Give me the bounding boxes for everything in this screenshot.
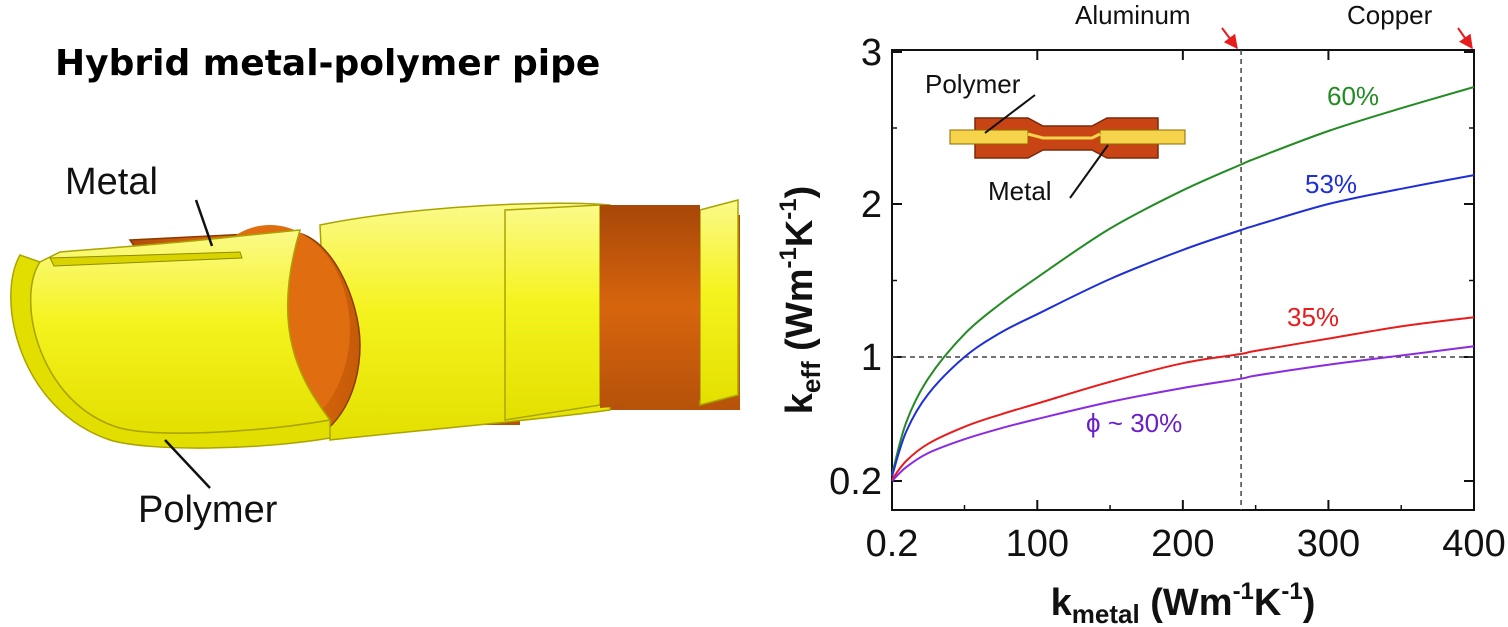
series-line-1: [891, 174, 1475, 477]
inset-label-polymer: Polymer: [925, 69, 1021, 99]
series-line-0: [891, 86, 1475, 476]
label-series-35: 35%: [1287, 302, 1339, 332]
x-tick-label-3: 300: [1297, 523, 1360, 565]
annotation-aluminum: Aluminum: [1075, 0, 1191, 30]
pipe-title: Hybrid metal-polymer pipe: [55, 43, 600, 84]
inset-polymer-thin: [1027, 132, 1101, 140]
aluminum-arrow: [1221, 27, 1238, 50]
label-polymer: Polymer: [138, 489, 278, 531]
chart: 0.2 100 200 300 400 0.2 1 2 3 60% 53% 35% ϕ ~ 3…: [775, 0, 1506, 627]
inset-joint-schematic: Polymer Metal: [925, 69, 1186, 206]
pipe-metal-segment-mid2: [600, 205, 700, 408]
y-axis-label-exp2: -1: [775, 198, 802, 219]
x-axis-label-close: ): [1303, 582, 1316, 624]
x-tick-label-4: 400: [1442, 523, 1505, 565]
x-tick-labels: 0.2 100 200 300 400: [866, 523, 1506, 565]
inset-label-metal: Metal: [988, 176, 1052, 206]
y-axis-label-exp1: -1: [775, 247, 802, 268]
y-tick-label-1: 1: [861, 337, 882, 379]
x-axis-label: kmetal (Wm-1K-1): [1051, 578, 1316, 627]
y-tick-label-0: 0.2: [829, 461, 882, 503]
x-axis-label-units: (Wm: [1140, 582, 1233, 624]
x-tick-label-2: 200: [1151, 523, 1214, 565]
x-tick-label-1: 100: [1006, 523, 1069, 565]
x-axis-label-sub: metal: [1072, 599, 1140, 627]
polymer-leader-line: [164, 439, 211, 489]
inset-polymer-leader: [984, 94, 1036, 134]
metal-leader-line: [194, 199, 214, 247]
label-series-53: 53%: [1305, 169, 1357, 199]
series-line-3: [891, 345, 1475, 482]
label-series-30: ϕ ~ 30%: [1086, 408, 1182, 438]
pipe-polymer-segment-mid2: [504, 204, 601, 421]
copper-arrow: [1457, 27, 1473, 50]
y-axis-label-close: ): [779, 186, 821, 199]
y-axis-label-mid: K: [779, 219, 821, 247]
x-axis-label-exp2: -1: [1281, 578, 1302, 605]
y-axis-label: keff (Wm-1K-1): [775, 186, 826, 415]
x-tick-label-0: 0.2: [866, 523, 919, 565]
annotation-copper: Copper: [1347, 0, 1433, 30]
label-metal: Metal: [65, 161, 158, 203]
inset-metal-leader: [1069, 144, 1109, 199]
x-axis-label-mid: K: [1254, 582, 1282, 624]
y-axis-label-units: (Wm: [779, 269, 821, 362]
label-series-60: 60%: [1327, 81, 1379, 111]
x-axis-label-main: k: [1051, 582, 1073, 624]
y-tick-labels: 0.2 1 2 3: [829, 32, 882, 503]
series-lines: [891, 86, 1475, 482]
inset-polymer-left: [949, 129, 1029, 145]
pipe-illustration: Hybrid metal-polymer pipe Metal Polymer: [10, 43, 740, 531]
pipe-polymer-segment-far: [699, 199, 739, 406]
pipe-polymer-lip: [49, 251, 243, 267]
series-line-2: [891, 316, 1475, 481]
y-tick-label-2: 2: [861, 184, 882, 226]
x-axis-label-exp1: -1: [1233, 578, 1254, 605]
pipe-polymer-shell: [29, 229, 332, 434]
inset-polymer-right: [1099, 129, 1186, 145]
y-tick-label-3: 3: [861, 32, 882, 74]
y-axis-label-sub: eff: [796, 361, 826, 393]
y-axis-label-main: k: [779, 392, 821, 414]
